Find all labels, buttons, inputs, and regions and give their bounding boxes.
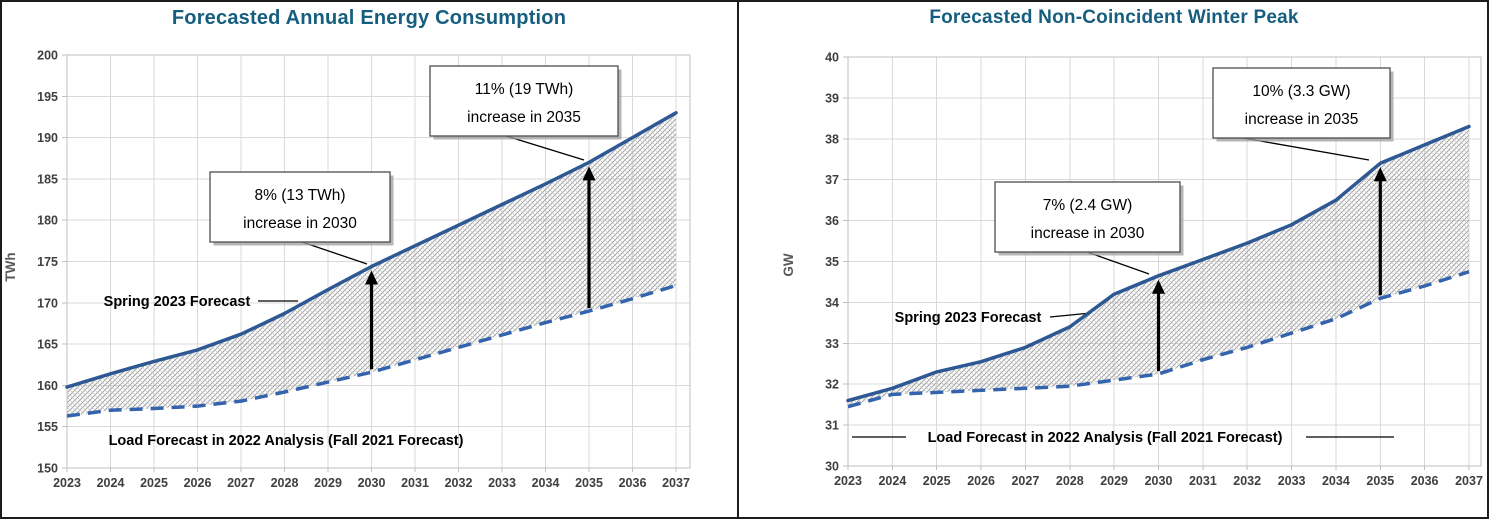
increase-arrow-2030 (365, 270, 378, 370)
svg-text:38: 38 (825, 132, 839, 146)
svg-text:2026: 2026 (967, 474, 995, 488)
svg-text:2030: 2030 (358, 476, 386, 490)
svg-text:31: 31 (825, 419, 839, 433)
svg-text:2027: 2027 (227, 476, 255, 490)
svg-text:165: 165 (37, 338, 58, 352)
winter-peak-chart: 2023 2024 2025 2026 2027 2028 2029 2030 2031 2032… (781, 51, 1483, 489)
svg-text:10% (3.3 GW): 10% (3.3 GW) (1252, 83, 1350, 100)
svg-text:185: 185 (37, 172, 58, 186)
annotation-2035: 11% (19 TWh) increase in 2035 (429, 65, 622, 140)
increase-arrow-2035 (1373, 167, 1387, 296)
svg-text:190: 190 (37, 131, 58, 145)
svg-text:150: 150 (37, 462, 58, 476)
increase-arrow-2035 (582, 166, 596, 309)
spring-forecast-label: Spring 2023 Forecast (104, 294, 251, 310)
svg-text:7% (2.4 GW): 7% (2.4 GW) (1043, 197, 1133, 214)
x-axis-labels: 2023 2024 2025 2026 2027 2028 2029 2030 2031 2032… (834, 474, 1483, 488)
svg-text:8% (13 TWh): 8% (13 TWh) (254, 187, 345, 204)
fall-2021-forecast-line (847, 270, 1470, 409)
svg-text:2025: 2025 (923, 474, 951, 488)
y-axis-labels: 150 155 160 165 170 175 180 185 190 195 200 (37, 49, 58, 476)
svg-text:195: 195 (37, 90, 58, 104)
x-axis-labels: 2023 2024 2025 2026 2027 2028 2029 2030 2031 2032… (53, 476, 690, 490)
svg-text:2029: 2029 (314, 476, 342, 490)
svg-text:2037: 2037 (1455, 474, 1483, 488)
svg-text:2035: 2035 (575, 476, 603, 490)
svg-text:increase in 2030: increase in 2030 (243, 215, 357, 232)
svg-text:39: 39 (825, 91, 839, 105)
svg-text:increase in 2035: increase in 2035 (1245, 111, 1359, 128)
annotation-2035: 10% (3.3 GW) increase in 2035 (1212, 67, 1394, 142)
svg-text:175: 175 (37, 255, 58, 269)
svg-text:155: 155 (37, 420, 58, 434)
svg-text:30: 30 (825, 460, 839, 474)
svg-text:2026: 2026 (184, 476, 212, 490)
y-axis-labels: 30 31 32 33 34 35 36 37 38 39 40 (825, 51, 839, 474)
svg-text:2034: 2034 (532, 476, 560, 490)
fall-forecast-label: Load Forecast in 2022 Analysis (Fall 202… (109, 433, 464, 449)
leader-lines (852, 137, 1394, 438)
svg-text:180: 180 (37, 214, 58, 228)
axis-ticks (62, 54, 677, 472)
svg-text:2023: 2023 (834, 474, 862, 488)
svg-text:increase in 2030: increase in 2030 (1031, 225, 1145, 242)
annotation-2030: 8% (13 TWh) increase in 2030 (209, 171, 394, 246)
svg-text:2024: 2024 (97, 476, 125, 490)
svg-text:36: 36 (825, 214, 839, 228)
svg-text:2036: 2036 (619, 476, 647, 490)
energy-consumption-chart: 2023 2024 2025 2026 2027 2028 2029 2030 2031 2032… (3, 49, 691, 490)
svg-text:40: 40 (825, 51, 839, 65)
panel-divider (737, 0, 739, 519)
spring-2023-forecast-line (65, 111, 678, 389)
y-axis-unit-label-twh: TWh (3, 252, 18, 281)
svg-text:11% (19 TWh): 11% (19 TWh) (475, 81, 574, 98)
svg-text:170: 170 (37, 296, 58, 310)
svg-text:2027: 2027 (1011, 474, 1039, 488)
svg-text:2032: 2032 (445, 476, 473, 490)
svg-text:2033: 2033 (488, 476, 516, 490)
svg-text:2030: 2030 (1145, 474, 1173, 488)
increase-arrow-2030 (1152, 279, 1165, 371)
svg-text:2037: 2037 (662, 476, 690, 490)
svg-text:2032: 2032 (1233, 474, 1261, 488)
svg-text:200: 200 (37, 49, 58, 63)
svg-text:32: 32 (825, 378, 839, 392)
svg-text:2023: 2023 (53, 476, 81, 490)
svg-text:2031: 2031 (401, 476, 429, 490)
y-axis-unit-label-gw: GW (781, 253, 796, 277)
leader-lines (258, 135, 585, 302)
svg-text:35: 35 (825, 255, 839, 269)
winter-peak-title: Forecasted Non-Coincident Winter Peak (929, 7, 1299, 28)
svg-text:2035: 2035 (1366, 474, 1394, 488)
svg-text:2029: 2029 (1100, 474, 1128, 488)
svg-text:2025: 2025 (140, 476, 168, 490)
svg-text:2033: 2033 (1278, 474, 1306, 488)
svg-text:33: 33 (825, 337, 839, 351)
svg-text:160: 160 (37, 379, 58, 393)
svg-text:34: 34 (825, 296, 839, 310)
svg-text:2031: 2031 (1189, 474, 1217, 488)
fall-forecast-label: Load Forecast in 2022 Analysis (Fall 202… (928, 430, 1283, 446)
winter-peak-panel: Forecasted Non-Coincident Winter Peak 20… (739, 0, 1489, 519)
svg-text:2034: 2034 (1322, 474, 1350, 488)
spring-forecast-label: Spring 2023 Forecast (895, 310, 1042, 326)
svg-text:2036: 2036 (1411, 474, 1439, 488)
svg-text:37: 37 (825, 173, 839, 187)
svg-text:2024: 2024 (878, 474, 906, 488)
energy-consumption-title: Forecasted Annual Energy Consumption (171, 7, 567, 29)
svg-text:2028: 2028 (1056, 474, 1084, 488)
svg-text:increase in 2035: increase in 2035 (467, 109, 581, 126)
axis-ticks (843, 56, 1470, 470)
svg-text:2028: 2028 (271, 476, 299, 490)
annotation-2030: 7% (2.4 GW) increase in 2030 (994, 181, 1184, 256)
energy-consumption-panel: Forecasted Annual Energy Consumption 202… (0, 0, 738, 519)
spring-2023-forecast-line (846, 124, 1471, 403)
